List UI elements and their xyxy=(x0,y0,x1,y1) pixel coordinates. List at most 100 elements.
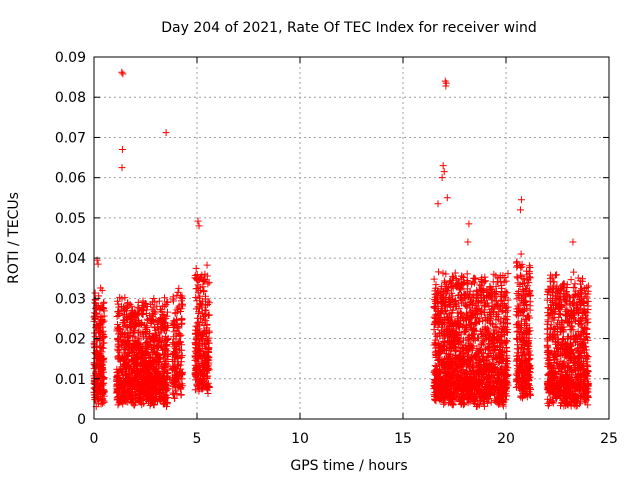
data-point xyxy=(553,289,561,297)
data-point xyxy=(522,301,530,309)
data-point xyxy=(124,344,132,352)
data-point xyxy=(192,367,200,375)
data-point xyxy=(91,305,99,313)
data-point xyxy=(523,320,531,328)
data-point xyxy=(567,334,575,342)
data-point xyxy=(485,334,493,342)
data-point xyxy=(569,238,577,246)
data-point xyxy=(454,280,462,288)
data-point xyxy=(464,399,472,407)
data-point xyxy=(114,335,122,343)
data-point xyxy=(547,379,555,387)
data-point xyxy=(563,297,571,305)
data-point xyxy=(443,194,451,202)
data-point xyxy=(560,398,568,406)
data-point xyxy=(479,332,487,340)
data-point xyxy=(452,379,460,387)
data-point xyxy=(496,272,504,280)
data-point xyxy=(430,382,438,390)
data-point xyxy=(200,288,208,296)
data-point xyxy=(192,341,200,349)
data-point xyxy=(463,270,471,278)
data-point xyxy=(438,365,446,373)
data-point xyxy=(560,280,568,288)
x-tick-label: 25 xyxy=(600,431,618,447)
data-point xyxy=(113,325,121,333)
data-point xyxy=(119,70,127,78)
data-point xyxy=(100,392,108,400)
data-point xyxy=(469,311,477,319)
data-point xyxy=(178,315,186,323)
data-point xyxy=(486,283,494,291)
data-point xyxy=(555,313,563,321)
data-point xyxy=(573,307,581,315)
data-point xyxy=(96,351,104,359)
data-point xyxy=(566,353,574,361)
data-point xyxy=(477,340,485,348)
data-point xyxy=(432,352,440,360)
data-point xyxy=(468,390,476,398)
data-point xyxy=(470,370,478,378)
data-point xyxy=(578,286,586,294)
data-point xyxy=(514,376,522,384)
data-point xyxy=(526,385,534,393)
data-point xyxy=(513,258,521,266)
data-point xyxy=(576,318,584,326)
data-point xyxy=(203,261,211,269)
data-point xyxy=(135,397,143,405)
data-point xyxy=(485,288,493,296)
data-point xyxy=(121,311,129,319)
data-point xyxy=(553,271,561,279)
data-point xyxy=(442,282,450,290)
data-point xyxy=(441,307,449,315)
data-point xyxy=(192,322,200,330)
data-point xyxy=(138,401,146,409)
data-point xyxy=(544,370,552,378)
data-point xyxy=(544,285,552,293)
data-point xyxy=(454,365,462,373)
data-point xyxy=(484,373,492,381)
data-point xyxy=(472,351,480,359)
data-point xyxy=(493,310,501,318)
data-point xyxy=(134,394,142,402)
data-point xyxy=(447,279,455,287)
data-point xyxy=(560,286,568,294)
data-point xyxy=(129,328,137,336)
data-point xyxy=(524,360,532,368)
data-point xyxy=(150,396,158,404)
data-point xyxy=(456,285,464,293)
data-point xyxy=(526,327,534,335)
data-point xyxy=(445,387,453,395)
data-point xyxy=(490,270,498,278)
data-point xyxy=(452,345,460,353)
data-point xyxy=(471,327,479,335)
data-point xyxy=(487,381,495,389)
data-point xyxy=(161,396,169,404)
data-point xyxy=(128,343,136,351)
data-point xyxy=(434,298,442,306)
data-point xyxy=(139,310,147,318)
data-point xyxy=(172,343,180,351)
data-point xyxy=(155,297,163,305)
data-point xyxy=(194,314,202,322)
data-point xyxy=(117,331,125,339)
data-point xyxy=(452,276,460,284)
data-point xyxy=(555,296,563,304)
data-point xyxy=(143,302,151,310)
data-point xyxy=(440,168,448,176)
data-point xyxy=(459,359,467,367)
data-point xyxy=(516,206,524,214)
data-point xyxy=(439,269,447,277)
data-point xyxy=(173,306,181,314)
data-point xyxy=(569,378,577,386)
data-point xyxy=(554,325,562,333)
data-point xyxy=(561,349,569,357)
data-point xyxy=(437,285,445,293)
data-point xyxy=(113,388,121,396)
data-point xyxy=(547,365,555,373)
data-point xyxy=(202,317,210,325)
data-point xyxy=(523,328,531,336)
data-point xyxy=(100,339,108,347)
data-point xyxy=(514,327,522,335)
